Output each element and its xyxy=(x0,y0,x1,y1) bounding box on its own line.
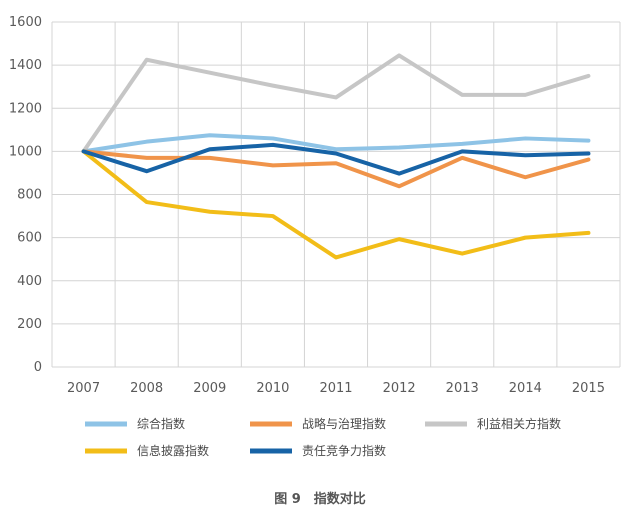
x-tick-label: 2013 xyxy=(446,381,479,396)
legend-label: 战略与治理指数 xyxy=(302,416,386,431)
x-tick-label: 2010 xyxy=(256,381,289,396)
x-tick-label: 2011 xyxy=(319,381,352,396)
series-line-4 xyxy=(81,149,591,260)
series-line-3 xyxy=(81,53,591,154)
y-tick-label: 1600 xyxy=(9,15,42,30)
x-tick-label: 2007 xyxy=(67,381,100,396)
y-tick-label: 1200 xyxy=(9,101,42,116)
legend-label: 信息披露指数 xyxy=(137,443,209,458)
y-tick-label: 200 xyxy=(17,317,42,332)
x-tick-label: 2012 xyxy=(383,381,416,396)
x-tick-label: 2008 xyxy=(130,381,163,396)
series-lines xyxy=(81,53,591,260)
legend-label: 利益相关方指数 xyxy=(477,416,561,431)
legend-label: 综合指数 xyxy=(137,416,185,431)
y-tick-label: 1000 xyxy=(9,144,42,159)
plot-grid xyxy=(51,21,621,368)
x-axis-ticks: 2007 2008 2009 2010 2011 2012 2013 2014 2015 xyxy=(67,381,605,396)
x-tick-label: 2009 xyxy=(193,381,226,396)
legend-label: 责任竞争力指数 xyxy=(302,443,386,458)
y-tick-label: 1400 xyxy=(9,58,42,73)
figure-caption: 图 9 指数对比 xyxy=(274,491,366,507)
x-tick-label: 2014 xyxy=(509,381,542,396)
y-tick-label: 800 xyxy=(17,188,42,203)
y-axis-ticks: 0 200 400 600 800 1000 1200 1400 1600 xyxy=(9,15,42,375)
series-line-2 xyxy=(81,149,591,189)
x-tick-label: 2015 xyxy=(572,381,605,396)
series-line-5 xyxy=(81,142,591,176)
series-line-1 xyxy=(81,133,591,154)
y-tick-label: 600 xyxy=(17,231,42,246)
y-tick-label: 400 xyxy=(17,274,42,289)
y-tick-label: 0 xyxy=(34,360,42,375)
